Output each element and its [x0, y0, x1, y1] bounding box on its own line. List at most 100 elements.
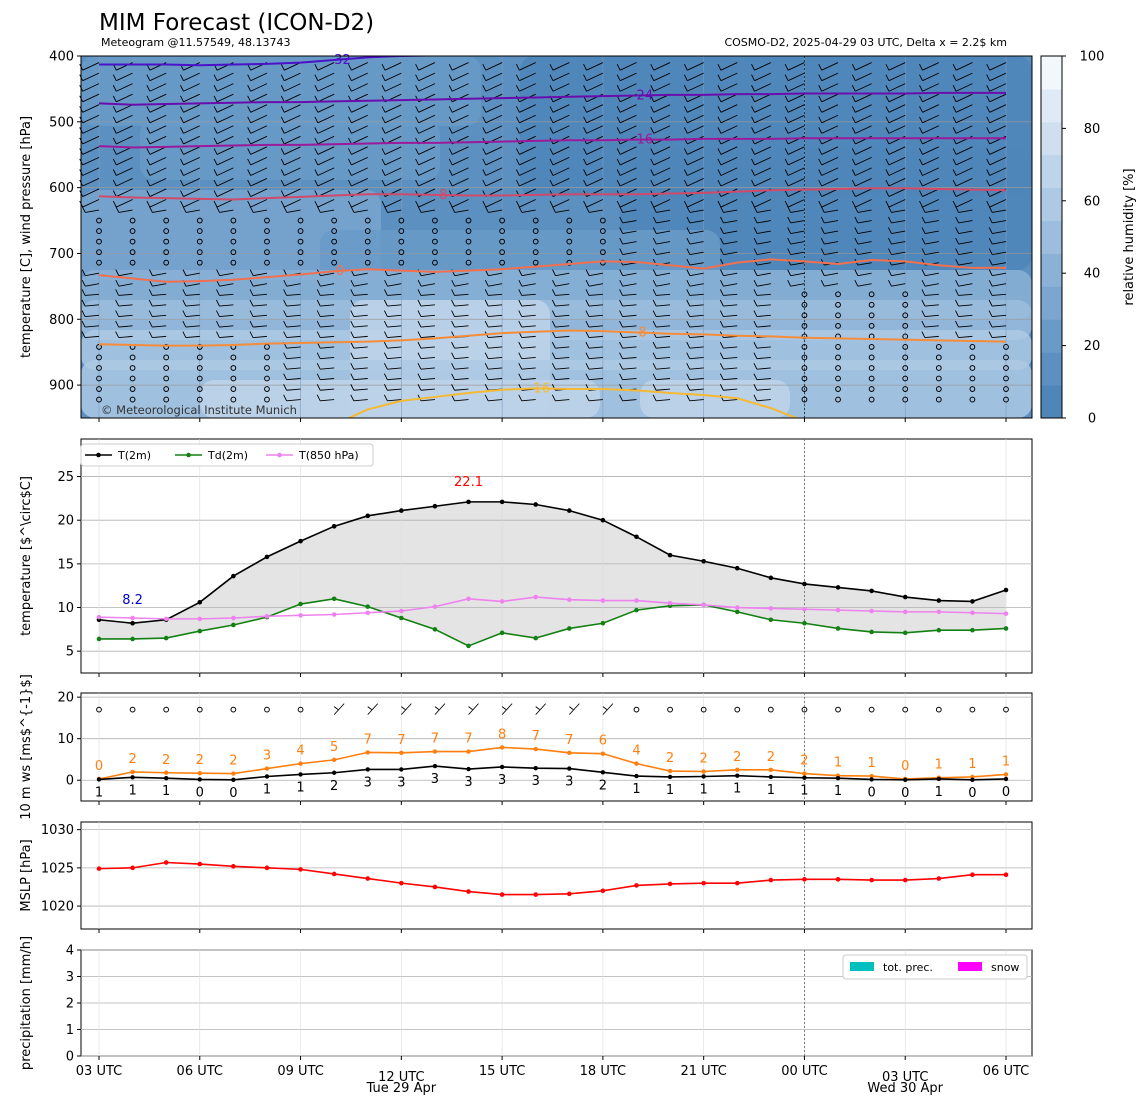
wind-barb	[219, 272, 234, 277]
wind-barb	[992, 262, 1007, 266]
mean-speed-point	[331, 770, 337, 775]
wind-barb	[85, 209, 100, 213]
gust-value-label: 0	[95, 759, 103, 774]
wind-barb	[353, 367, 368, 370]
wind-barb	[552, 72, 570, 82]
wind-barb	[521, 283, 536, 287]
wind-barb	[485, 199, 503, 208]
colorbar-tick-label: 20	[1084, 339, 1101, 354]
calm-wind-marker	[331, 249, 338, 256]
calm-wind-marker	[801, 375, 808, 382]
wind-barb	[183, 156, 200, 166]
wind-barb-flag	[986, 169, 991, 176]
wind-barb-flag	[952, 95, 957, 102]
wind-barb	[619, 72, 637, 82]
mslp-point	[399, 880, 404, 886]
series-t850-point	[634, 598, 639, 603]
wind-barb-flag	[247, 179, 252, 187]
wind-barb-flag	[986, 63, 991, 71]
wind-barb	[922, 188, 940, 197]
wind-barb	[922, 146, 940, 155]
wind-barb-flag	[448, 74, 453, 81]
x-tick-label: 03 UTC	[76, 1064, 122, 1079]
wind-barb-flag	[652, 384, 657, 391]
wind-barb	[454, 314, 469, 317]
wind-barb-flag	[451, 310, 455, 317]
wind-barb	[958, 335, 973, 339]
wind-barb-flag	[616, 148, 621, 155]
calm-wind-marker	[902, 301, 909, 308]
calm-wind-marker	[129, 396, 136, 403]
wind-barb	[521, 325, 536, 328]
y-tick-label: 3	[66, 970, 74, 985]
wind-barb	[387, 399, 402, 402]
wind-barb-flag	[280, 169, 285, 176]
series-t2m-point	[600, 517, 606, 523]
wind-barb	[857, 251, 872, 256]
wind-barb-flag	[885, 63, 890, 71]
wind-barb	[922, 167, 940, 176]
wind-barb-flag	[316, 289, 321, 296]
series-td2m-point	[499, 630, 505, 636]
wind-barb-flag	[616, 74, 621, 81]
wind-barb	[286, 346, 301, 349]
wind-barb	[922, 199, 940, 208]
isotherm-line	[98, 137, 1006, 149]
wind-barb-flag	[602, 706, 608, 710]
series-td2m-point	[634, 607, 639, 613]
wind-barb	[284, 178, 301, 187]
calm-wind-marker	[230, 217, 237, 224]
wind-barb	[720, 104, 738, 113]
wind-barb	[250, 93, 268, 103]
wind-barb	[689, 314, 704, 317]
mean-value-label: 3	[431, 772, 439, 787]
wind-barb-flag	[851, 85, 856, 92]
wind-barb	[689, 230, 704, 234]
y-tick-label: 0	[66, 774, 74, 789]
wind-barb	[488, 356, 503, 360]
wind-barb-flag	[115, 269, 120, 276]
wind-barb-flag	[384, 279, 388, 287]
wind-barb-flag	[820, 206, 825, 213]
wind-barb	[754, 125, 772, 134]
wind-barb-flag	[552, 279, 556, 287]
wind-barb-flag	[146, 179, 151, 187]
wind-barb	[922, 125, 940, 134]
wind-barb	[754, 135, 772, 145]
wind-barb-flag	[280, 85, 285, 92]
wind-barb-flag	[955, 269, 960, 276]
wind-barb-flag	[180, 106, 184, 113]
wind-barb	[118, 283, 133, 287]
wind-barb	[85, 283, 100, 287]
wind-barb-flag	[753, 320, 758, 328]
wind-barb	[989, 72, 1007, 82]
wind-barb	[888, 178, 906, 187]
wind-barb	[149, 135, 167, 145]
wind-barb-flag	[381, 200, 386, 208]
wind-barb-flag	[619, 279, 624, 287]
mslp-point	[499, 892, 505, 897]
wind-barb-flag	[417, 373, 422, 380]
wind-barb	[723, 251, 738, 256]
wind-barb	[888, 156, 906, 166]
wind-barb-flag	[885, 74, 890, 81]
series-td2m-point	[231, 622, 236, 628]
wind-barb	[656, 356, 671, 360]
series-td2m-point	[331, 596, 337, 602]
wind-barb-flag	[350, 279, 355, 287]
wind-barb	[384, 199, 402, 208]
y-tick-label: 2	[66, 997, 74, 1012]
wind-barb	[922, 62, 940, 71]
mean-speed-point	[499, 764, 505, 770]
wind-barb	[286, 356, 301, 360]
wind-barb	[317, 199, 335, 208]
wind-barb-flag	[549, 190, 554, 197]
wind-barb	[519, 72, 536, 82]
wind-barb	[82, 199, 100, 208]
wind-barb	[317, 156, 335, 166]
wind-barb-flag	[551, 289, 556, 296]
wind-barb-flag	[216, 299, 220, 307]
wind-barb	[958, 241, 973, 245]
wind-barb	[183, 83, 200, 92]
calm-wind-marker	[868, 301, 875, 308]
